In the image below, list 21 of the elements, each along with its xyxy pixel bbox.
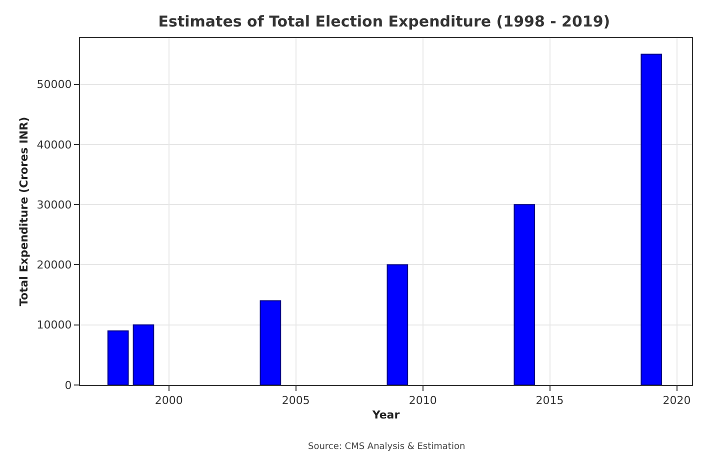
bar [640,54,662,385]
y-tick-label: 10000 [36,318,72,332]
bar [132,324,154,385]
y-tick-label: 30000 [36,198,72,212]
chart-title: Estimates of Total Election Expenditure (1998 - 2019) [158,12,610,30]
bar [514,204,536,385]
y-tick-label: 0 [64,378,72,392]
bar [260,300,282,385]
x-tick-label: 2005 [282,394,310,408]
x-axis-title: Year [371,408,400,422]
bar [107,330,129,385]
x-tick-label: 2010 [408,394,437,408]
x-tick-label: 2020 [662,394,691,408]
y-tick-label: 40000 [36,138,72,152]
x-tick-label: 2015 [536,394,564,408]
y-tick-label: 50000 [36,78,72,92]
source-note: Source: CMS Analysis & Estimation [308,442,466,452]
y-tick-label: 20000 [36,258,72,272]
bar [386,264,408,385]
y-axis-title: Total Expenditure (Crores INR) [17,116,30,306]
x-tick-label: 2000 [154,394,183,408]
